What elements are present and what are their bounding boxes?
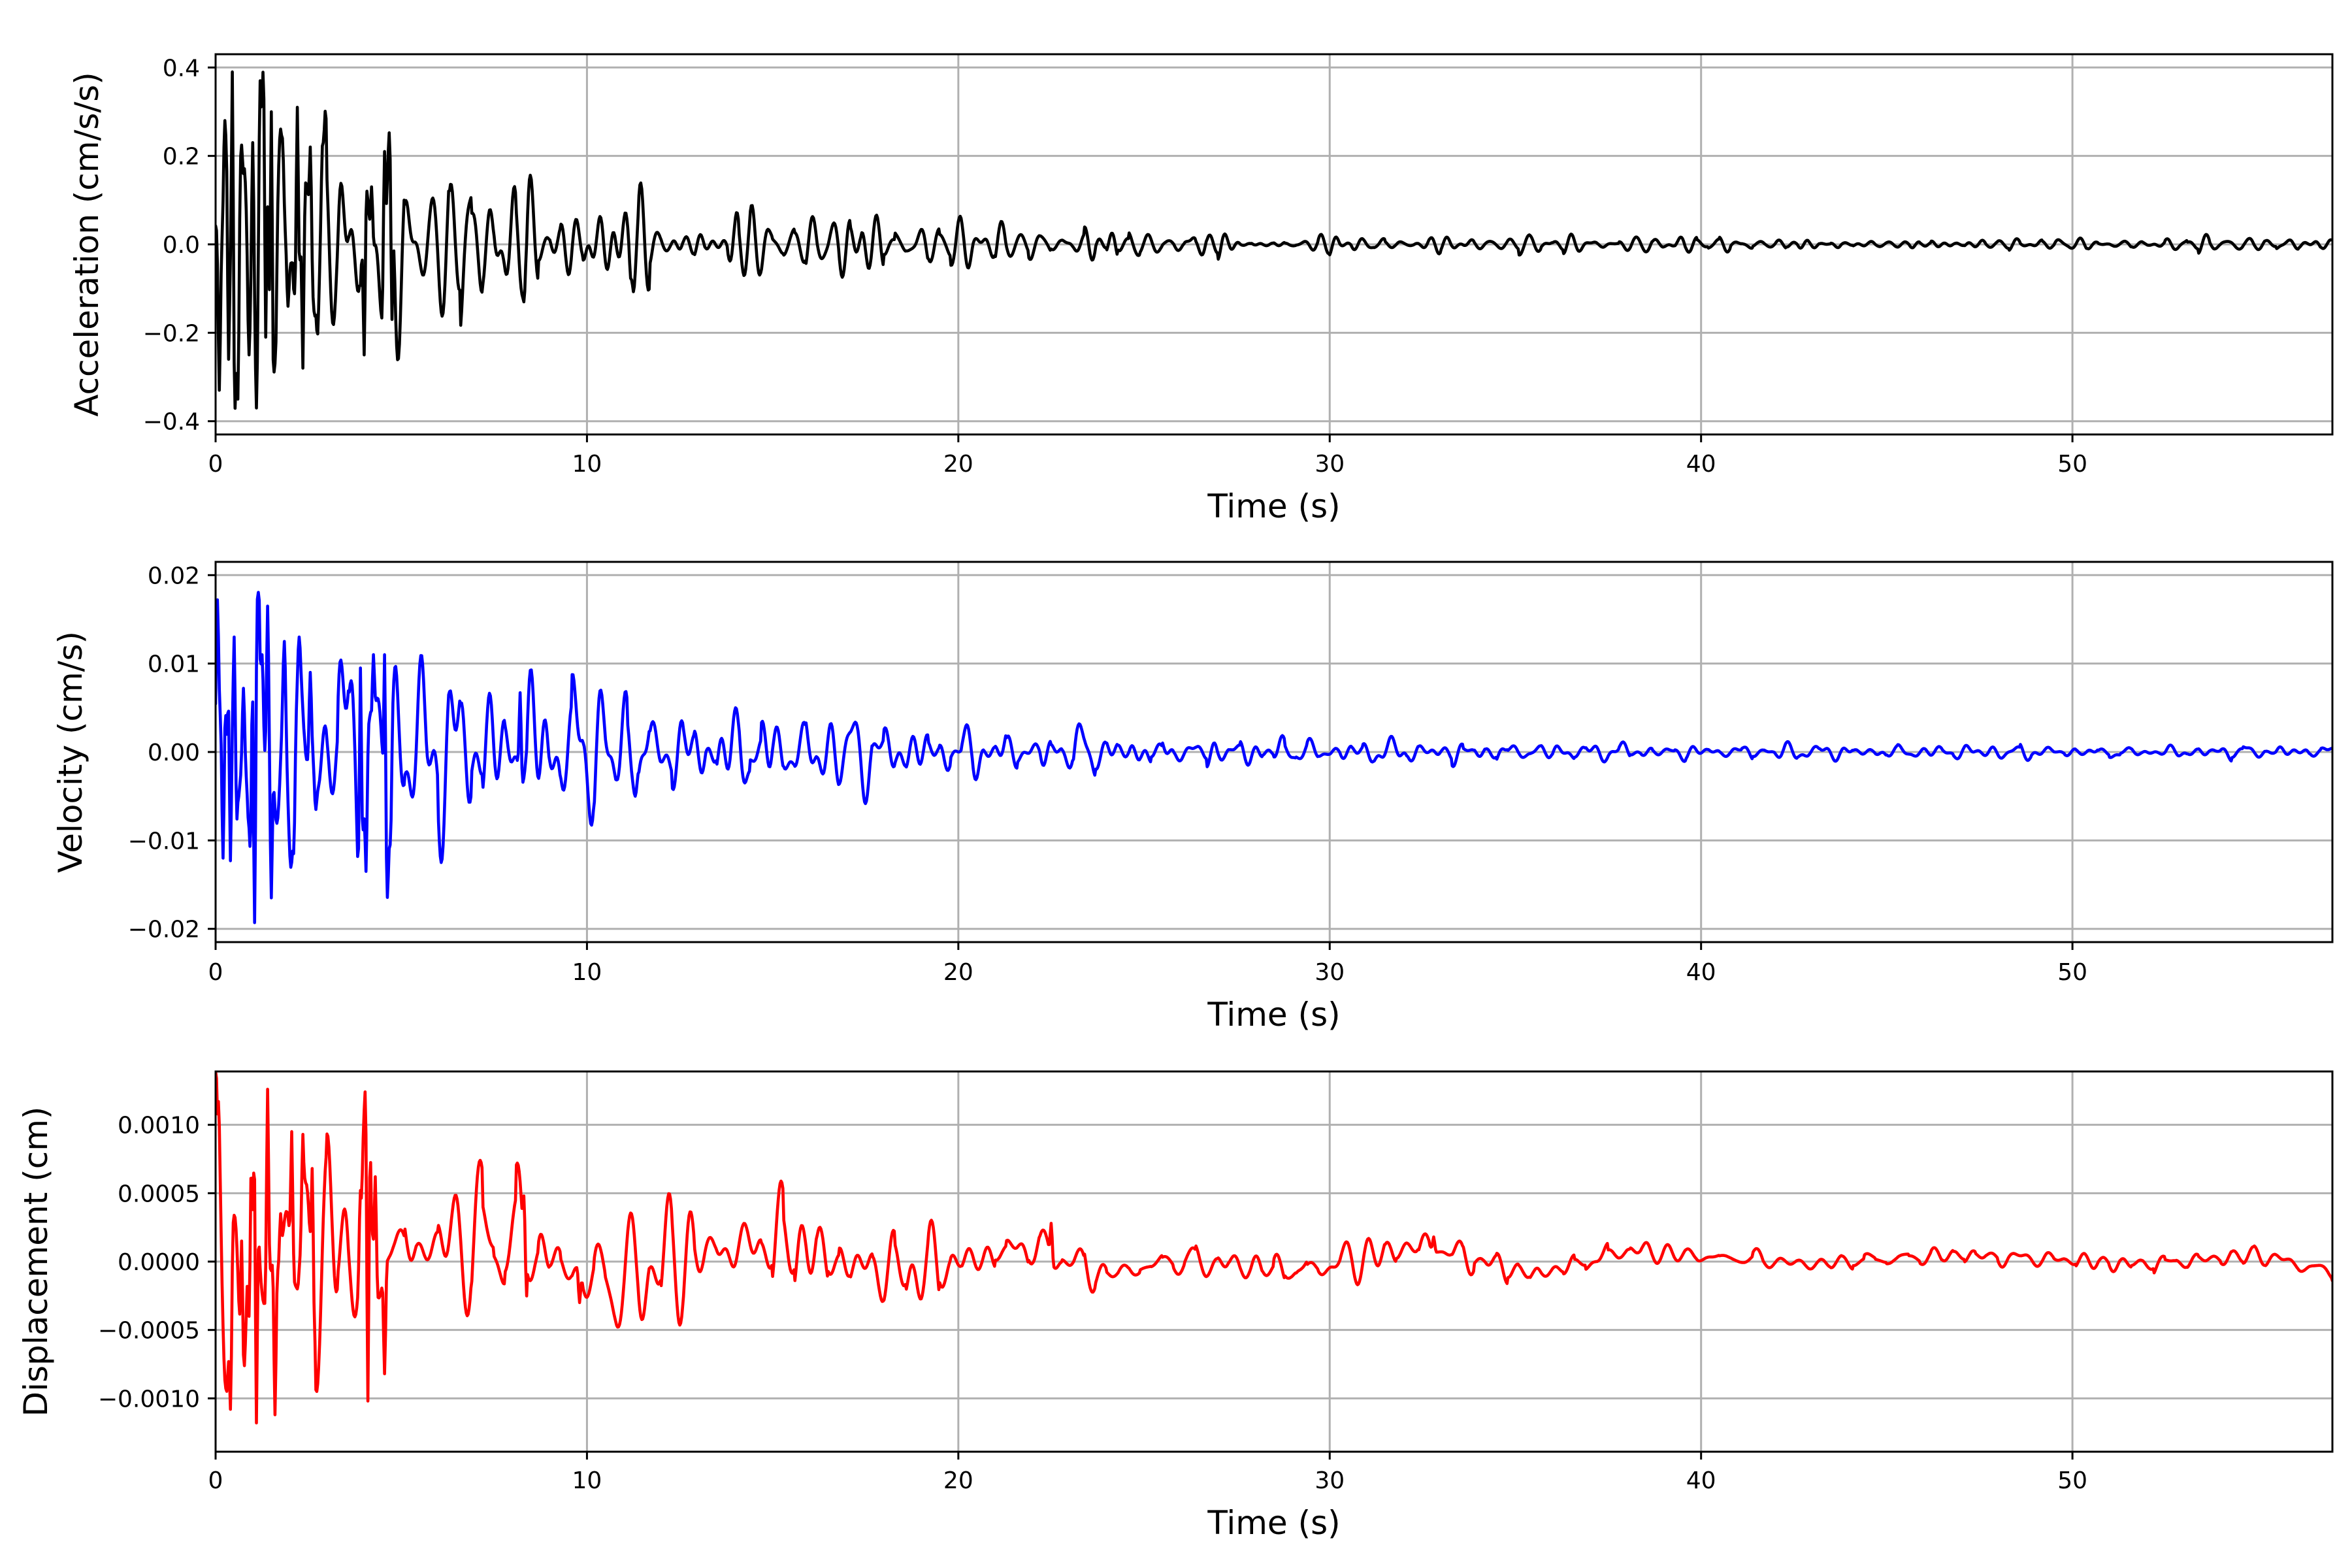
x-tick-label: 40 — [1686, 959, 1716, 986]
y-tick-label: 0.0000 — [118, 1249, 200, 1276]
x-tick-label: 0 — [208, 959, 223, 986]
acceleration-panel: Acceleration (cm/s/s) Time (s) 0 10 20 30 40… — [68, 53, 2334, 525]
x-tick-label: 0 — [208, 1467, 223, 1494]
x-tick-label: 10 — [572, 959, 602, 986]
x-tick-label: 20 — [943, 1467, 973, 1494]
x-axis-label: Time (s) — [1207, 996, 1340, 1034]
x-tick-label: 20 — [943, 451, 973, 478]
x-tick-label: 10 — [572, 1467, 602, 1494]
y-tick-label: 0.2 — [163, 144, 200, 171]
series-line — [216, 591, 2332, 924]
x-tick-label: 40 — [1686, 1467, 1716, 1494]
y-tick-label: 0.01 — [148, 651, 200, 678]
x-tick-label: 30 — [1315, 1467, 1345, 1494]
y-tick-label: −0.0010 — [98, 1386, 200, 1413]
y-tick-label: −0.4 — [143, 409, 200, 436]
y-tick-label: −0.0005 — [98, 1318, 200, 1345]
y-tick-label: −0.02 — [128, 917, 200, 943]
y-tick-label: 0.02 — [148, 563, 200, 589]
displacement-panel: Displacement (cm) Time (s) 0 10 20 30 40 50 −0… — [17, 1070, 2334, 1542]
x-tick-label: 30 — [1315, 959, 1345, 986]
y-tick-label: 0.0 — [163, 232, 200, 259]
x-tick-label: 50 — [2057, 1467, 2087, 1494]
y-axis-label: Acceleration (cm/s/s) — [68, 72, 106, 417]
y-tick-label: 0.0010 — [118, 1113, 200, 1139]
y-tick-label: −0.2 — [143, 320, 200, 347]
y-axis-label: Displacement (cm) — [17, 1107, 55, 1417]
x-tick-label: 30 — [1315, 451, 1345, 478]
x-axis-label: Time (s) — [1207, 487, 1340, 525]
x-tick-label: 0 — [208, 451, 223, 478]
y-tick-label: 0.4 — [163, 55, 200, 82]
x-tick-label: 50 — [2057, 451, 2087, 478]
x-tick-label: 10 — [572, 451, 602, 478]
y-tick-label: 0.00 — [148, 740, 200, 766]
y-tick-label: 0.0005 — [118, 1181, 200, 1207]
x-tick-label: 50 — [2057, 959, 2087, 986]
x-tick-label: 20 — [943, 959, 973, 986]
y-tick-label: −0.01 — [128, 828, 200, 855]
y-axis-label: Velocity (cm/s) — [52, 631, 90, 873]
grid — [214, 54, 2332, 434]
x-tick-label: 40 — [1686, 451, 1716, 478]
series-line — [216, 70, 2332, 410]
series-line — [216, 1071, 2332, 1425]
x-axis-label: Time (s) — [1207, 1504, 1340, 1542]
velocity-panel: Velocity (cm/s) Time (s) 0 10 20 30 40 50 −0.0… — [52, 561, 2334, 1034]
